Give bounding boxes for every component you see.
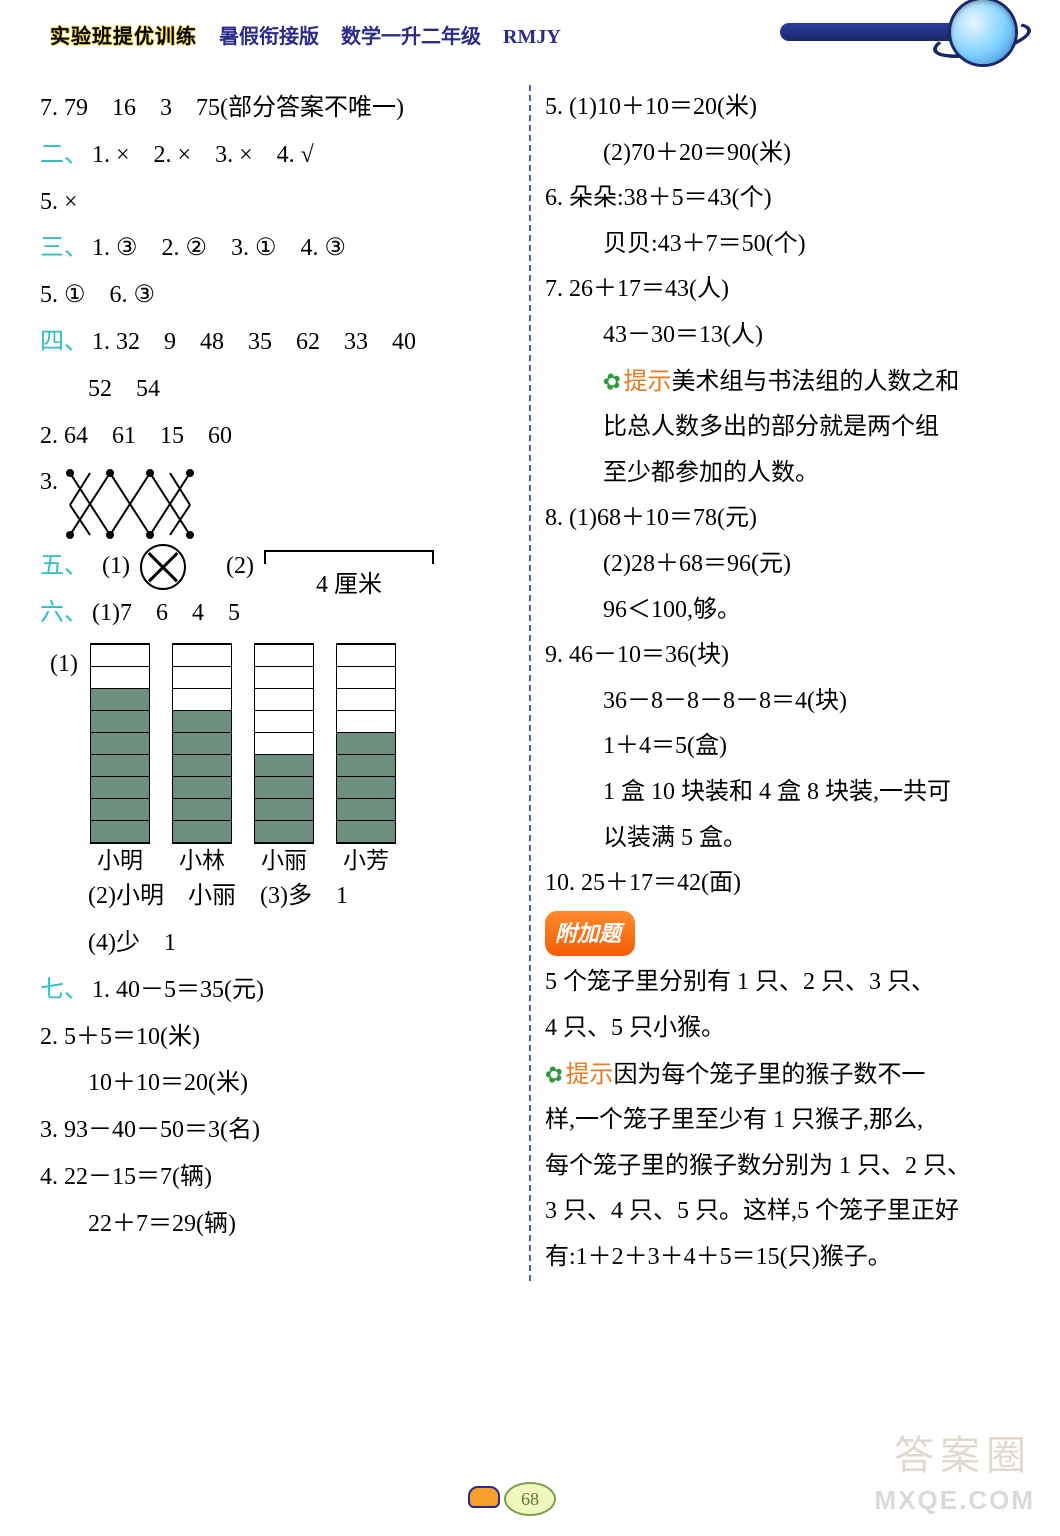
r-q9d1: 1 盒 10 块装和 4 盒 8 块装,一共可 (545, 770, 1020, 816)
sec4-q3-label: 3. (40, 459, 58, 506)
sec3-answers-2: 5. ① 6. ③ (40, 272, 515, 319)
r-q9a: 9. 46－10＝36(块) (545, 633, 1020, 679)
bonus-tip-2: 样,一个笼子里至少有 1 只猴子,那么, (545, 1098, 1020, 1144)
section-6-label: 六、 (40, 599, 92, 626)
r-q5a: 5. (1)10＋10＝20(米) (545, 85, 1020, 131)
publisher-label: RMJY (503, 26, 561, 48)
bonus-tip-1: 因为每个笼子里的猴子数不一 (613, 1062, 925, 1088)
left-column: 7. 79 16 3 75(部分答案不唯一) 二、1. × 2. × 3. × … (40, 85, 515, 1281)
bonus-tip-3: 每个笼子里的猴子数分别为 1 只、2 只、 (545, 1144, 1020, 1190)
submarine-icon (468, 1486, 500, 1508)
measure-label: 4 厘米 (264, 562, 434, 609)
bonus-badge: 附加题 (545, 911, 635, 957)
sec6-p4: (4)少 1 (40, 920, 515, 967)
page-header: 实验班提优训练 暑假衔接版 数学一升二年级 RMJY (0, 0, 1060, 70)
sec7-q3: 3. 93－40－50＝3(名) (40, 1107, 515, 1154)
chart-label: (1) (50, 641, 78, 688)
sec7-q4a: 4. 22－15＝7(辆) (40, 1154, 515, 1201)
chart-bar: 小丽 (254, 643, 314, 873)
r-q9c: 1＋4＝5(盒) (545, 724, 1020, 770)
r-q7b: 43－30＝13(人) (545, 313, 1020, 359)
content-columns: 7. 79 16 3 75(部分答案不唯一) 二、1. × 2. × 3. × … (0, 70, 1060, 1281)
bonus-1: 5 个笼子里分别有 1 只、2 只、3 只、 (545, 960, 1020, 1006)
r-q7-tip3: 至少都参加的人数。 (545, 451, 1020, 497)
sec4-q2: 2. 64 61 15 60 (40, 413, 515, 460)
right-column: 5. (1)10＋10＝20(米) (2)70＋20＝90(米) 6. 朵朵:3… (545, 85, 1020, 1281)
sec3-answers-1: 1. ③ 2. ② 3. ① 4. ③ (92, 235, 346, 261)
r-q7a: 7. 26＋17＝43(人) (545, 267, 1020, 313)
chart-bar-label: 小明 (90, 848, 150, 873)
sec7-q1: 1. 40－5＝35(元) (92, 977, 264, 1003)
tip-label: 提示 (623, 368, 671, 395)
sec4-q1b: 52 54 (40, 366, 515, 413)
page-footer: 68 (0, 1482, 1060, 1516)
grade-label: 数学一升二年级 (341, 26, 481, 48)
r-q8a: 8. (1)68＋10＝78(元) (545, 496, 1020, 542)
chart-bar: 小林 (172, 643, 232, 873)
r-q8c: 96＜100,够。 (545, 588, 1020, 634)
section-4-label: 四、 (40, 328, 92, 355)
planet-decoration (900, 0, 1040, 85)
sec5-p2-label: (2) (226, 543, 254, 590)
chart-bar-label: 小芳 (336, 848, 396, 873)
sec7-q2a: 2. 5＋5＝10(米) (40, 1014, 515, 1061)
connect-diagram (58, 465, 198, 543)
series-title: 实验班提优训练 (50, 20, 197, 49)
measure-line: 4 厘米 (264, 546, 434, 588)
bonus-tip-5: 有:1＋2＋3＋4＋5＝15(只)猴子。 (545, 1235, 1020, 1281)
watermark-text: 答案圈 (894, 1423, 1032, 1481)
section-7-label: 七、 (40, 976, 92, 1003)
q7-answers: 7. 79 16 3 75(部分答案不唯一) (40, 85, 515, 132)
r-q10: 10. 25＋17＝42(面) (545, 861, 1020, 907)
r-q7-tip2: 比总人数多出的部分就是两个组 (545, 405, 1020, 451)
sec2-answers-1: 1. × 2. × 3. × 4. √ (92, 142, 314, 168)
chart-bar: 小明 (90, 643, 150, 873)
bar-chart: (1) 小明小林小丽小芳 (40, 643, 515, 873)
section-5-label: 五、 (40, 543, 92, 590)
r-q6b: 贝贝:43＋7＝50(个) (545, 222, 1020, 268)
r-q9d2: 以装满 5 盒。 (545, 816, 1020, 862)
r-q9b: 36－8－8－8－8＝4(块) (545, 679, 1020, 725)
sec6-p1: (1)7 6 4 5 (92, 600, 240, 626)
sec4-q1a: 1. 32 9 48 35 62 33 40 (92, 329, 416, 355)
chart-bar-label: 小丽 (254, 848, 314, 873)
r-q8b: (2)28＋68＝96(元) (545, 542, 1020, 588)
r-q6a: 6. 朵朵:38＋5＝43(个) (545, 176, 1020, 222)
r-q5b: (2)70＋20＝90(米) (545, 131, 1020, 177)
edition-label: 暑假衔接版 (219, 26, 319, 48)
column-divider (529, 85, 531, 1281)
sec7-q2b: 10＋10＝20(米) (40, 1060, 515, 1107)
sec6-p2: (2)小明 小丽 (3)多 1 (40, 873, 515, 920)
page-number-badge: 68 (504, 1482, 556, 1516)
chart-bar-label: 小林 (172, 848, 232, 873)
bonus-tip-label: 提示 (565, 1061, 613, 1088)
sec2-answers-2: 5. × (40, 179, 515, 226)
sec7-q4b: 22＋7＝29(辆) (40, 1201, 515, 1248)
section-2-label: 二、 (40, 141, 92, 168)
bonus-tip-4: 3 只、4 只、5 只。这样,5 个笼子里正好 (545, 1189, 1020, 1235)
r-q7-tip1: 美术组与书法组的人数之和 (671, 369, 959, 395)
chart-bar: 小芳 (336, 643, 396, 873)
bonus-2: 4 只、5 只小猴。 (545, 1006, 1020, 1052)
section-3-label: 三、 (40, 234, 92, 261)
sec5-p1-label: (1) (102, 543, 130, 590)
circle-x-icon (140, 544, 186, 590)
page-number: 68 (521, 1489, 539, 1509)
